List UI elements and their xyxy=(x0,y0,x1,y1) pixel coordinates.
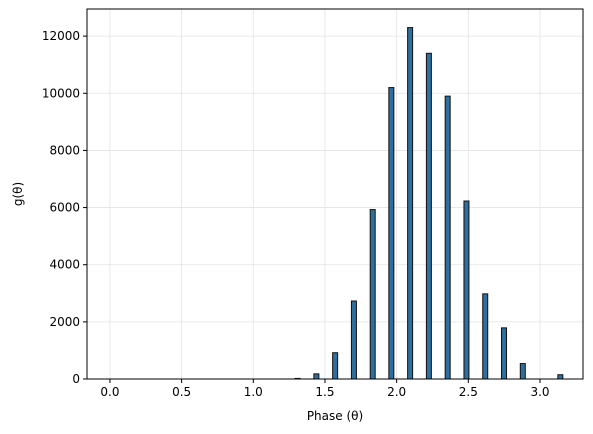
bar xyxy=(519,363,526,380)
bar xyxy=(444,95,451,380)
bar xyxy=(313,373,320,380)
y-tick-label: 10000 xyxy=(42,86,80,100)
y-tick-label: 12000 xyxy=(42,29,80,43)
x-tick-label: 2.0 xyxy=(387,385,406,399)
bar xyxy=(482,293,489,380)
y-tick-label: 6000 xyxy=(49,201,80,215)
x-tick-label: 0.0 xyxy=(100,385,119,399)
bar xyxy=(425,52,432,380)
y-tick-label: 8000 xyxy=(49,143,80,157)
bar xyxy=(463,200,470,380)
bar xyxy=(332,352,339,380)
y-axis-label: g(θ) xyxy=(11,182,25,206)
x-axis-label: Phase (θ) xyxy=(307,409,363,423)
x-tick-label: 0.5 xyxy=(172,385,191,399)
bar xyxy=(388,87,395,380)
bar xyxy=(350,300,357,380)
y-tick-label: 4000 xyxy=(49,258,80,272)
plot-frame xyxy=(86,8,584,380)
y-tick-label: 0 xyxy=(72,372,80,386)
bar xyxy=(407,27,414,380)
x-tick-label: 2.5 xyxy=(459,385,478,399)
x-tick-label: 1.5 xyxy=(315,385,334,399)
y-tick-label: 2000 xyxy=(49,315,80,329)
x-tick-label: 3.0 xyxy=(530,385,549,399)
bar xyxy=(369,209,376,380)
x-tick-label: 1.0 xyxy=(244,385,263,399)
bar xyxy=(501,327,508,380)
bar xyxy=(557,374,564,380)
